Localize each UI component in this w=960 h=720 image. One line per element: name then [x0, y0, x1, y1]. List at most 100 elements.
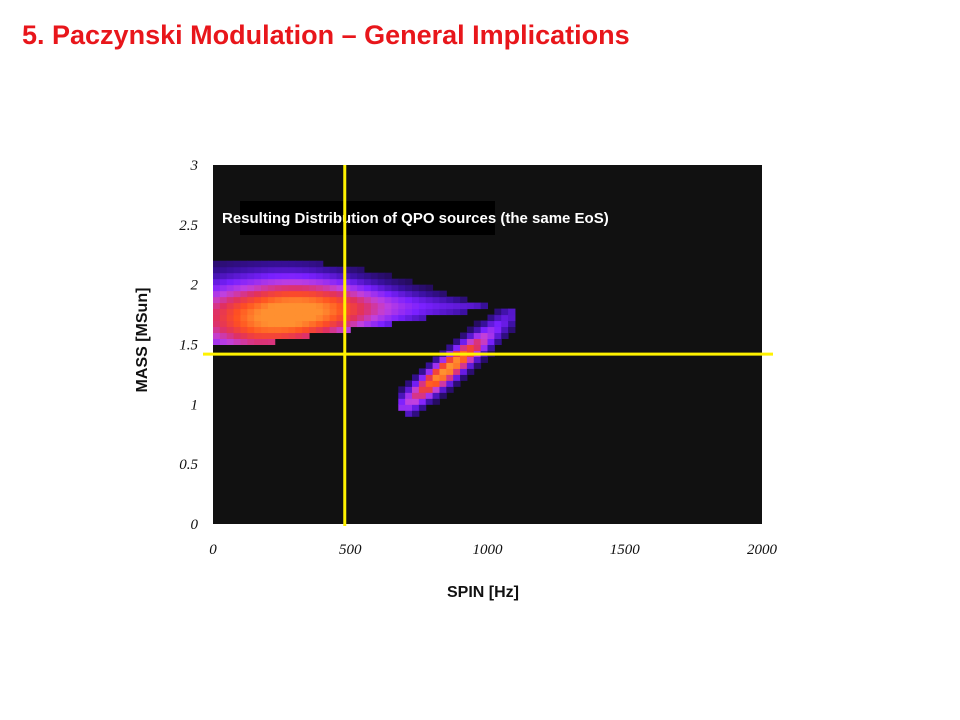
- heatmap-cell: [501, 332, 509, 340]
- heatmap-cell: [281, 266, 289, 274]
- heatmap-cell: [453, 356, 461, 363]
- y-tick-label: 0.5: [179, 457, 198, 473]
- heatmap-cell: [398, 296, 406, 304]
- heatmap-cell: [363, 302, 372, 310]
- heatmap-cell: [363, 308, 372, 316]
- heatmap-cell: [398, 392, 406, 399]
- heatmap-cell: [336, 320, 344, 328]
- heatmap-cell: [233, 278, 241, 286]
- heatmap-cell: [363, 272, 372, 280]
- heatmap-cell: [363, 278, 372, 286]
- heatmap-cell: [453, 296, 461, 304]
- heatmap-cell: [219, 278, 228, 286]
- heatmap-cell: [247, 314, 255, 322]
- heatmap-cell: [274, 278, 283, 286]
- heatmap-cell: [329, 290, 338, 298]
- heatmap-cell: [281, 308, 289, 316]
- heatmap-cell: [357, 320, 365, 328]
- heatmap-cell: [302, 320, 310, 328]
- heatmap-cell: [329, 326, 338, 334]
- heatmap-cell: [240, 302, 248, 310]
- heatmap-cell: [370, 290, 379, 298]
- heatmap-cell: [267, 320, 276, 328]
- heatmap-cell: [288, 314, 296, 322]
- heatmap-cell: [240, 314, 248, 322]
- heatmap-cell: [267, 302, 276, 310]
- heatmap-cell: [329, 284, 338, 292]
- heatmap-cell: [370, 308, 379, 316]
- heatmap-cell: [377, 296, 386, 304]
- heatmap-cell: [480, 302, 488, 310]
- heatmap-cell: [288, 266, 296, 274]
- heatmap-cell: [329, 266, 338, 274]
- heatmap-cell: [281, 272, 289, 280]
- heatmap-cell: [233, 314, 241, 322]
- heatmap-cell: [219, 266, 228, 274]
- heatmap-cell: [274, 302, 283, 310]
- heatmap-cell: [460, 368, 468, 375]
- heatmap-cell: [425, 386, 434, 393]
- heatmap-cell: [226, 332, 235, 340]
- heatmap-cell: [233, 266, 241, 274]
- heatmap-cell: [309, 284, 317, 292]
- heatmap-cell: [254, 290, 262, 298]
- heatmap-cell: [336, 278, 344, 286]
- heatmap-cell: [370, 296, 379, 304]
- heatmap-cell: [322, 278, 331, 286]
- heatmap-cell: [350, 296, 358, 304]
- heatmap-cell: [226, 278, 235, 286]
- heatmap-cell: [350, 266, 358, 274]
- heatmap-cell: [226, 272, 235, 280]
- heatmap-cell: [377, 272, 386, 280]
- heatmap-cell: [343, 278, 351, 286]
- heatmap-cell: [254, 296, 262, 304]
- heatmap-cell: [213, 326, 221, 334]
- heatmap-cell: [247, 302, 255, 310]
- heatmap-cell: [254, 278, 262, 286]
- heatmap-cell: [254, 338, 262, 345]
- heatmap-cell: [315, 302, 324, 310]
- heatmap-cell: [261, 314, 269, 322]
- heatmap-cell: [439, 362, 447, 369]
- heatmap-cell: [309, 320, 317, 328]
- heatmap-cell: [377, 314, 386, 322]
- heatmap-cell: [302, 326, 310, 334]
- heatmap-cell: [460, 374, 468, 381]
- heatmap-cell: [302, 284, 310, 292]
- heatmap-cell: [240, 272, 248, 280]
- heatmap-cell: [247, 332, 255, 340]
- heatmap-cell: [329, 320, 338, 328]
- heatmap-cell: [418, 404, 427, 411]
- heatmap-cell: [267, 284, 276, 292]
- slide-title: 5. Paczynski Modulation – General Implic…: [22, 20, 630, 50]
- heatmap-cell: [267, 338, 276, 345]
- heatmap-cell: [281, 314, 289, 322]
- heatmap-cell: [226, 296, 235, 304]
- heatmap-cell: [487, 326, 495, 334]
- heatmap-cell: [281, 296, 289, 304]
- heatmap-cell: [309, 272, 317, 280]
- heatmap-cell: [254, 302, 262, 310]
- heatmap-cell: [329, 272, 338, 280]
- heatmap-cell: [501, 314, 509, 322]
- heatmap-cell: [501, 326, 509, 334]
- heatmap-cell: [288, 272, 296, 280]
- heatmap-cell: [219, 260, 228, 268]
- heatmap-cell: [295, 296, 303, 304]
- heatmap-cell: [357, 290, 365, 298]
- heatmap-cell: [357, 302, 365, 310]
- heatmap-cell: [233, 320, 241, 328]
- heatmap-cell: [329, 278, 338, 286]
- heatmap-cell: [439, 356, 447, 363]
- y-tick-labels: 0 0.5 1 1.5 2 2.5 3: [179, 158, 198, 533]
- heatmap-cell: [460, 362, 468, 369]
- heatmap-cell: [343, 272, 351, 280]
- heatmap-cell: [336, 272, 344, 280]
- y-tick-label: 1.5: [179, 338, 198, 354]
- heatmap-cell: [254, 320, 262, 328]
- y-tick-label: 0: [191, 517, 199, 533]
- heatmap-cell: [309, 278, 317, 286]
- heatmap-cell: [329, 302, 338, 310]
- heatmap-cell: [494, 332, 502, 340]
- heatmap-cell: [412, 380, 420, 387]
